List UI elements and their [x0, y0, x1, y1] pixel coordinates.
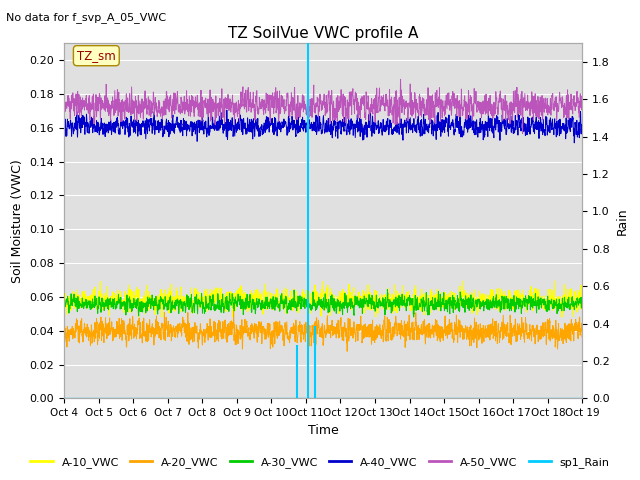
Legend: A-10_VWC, A-20_VWC, A-30_VWC, A-40_VWC, A-50_VWC, sp1_Rain: A-10_VWC, A-20_VWC, A-30_VWC, A-40_VWC, … — [26, 452, 614, 472]
X-axis label: Time: Time — [308, 424, 339, 437]
Y-axis label: Rain: Rain — [616, 207, 628, 235]
Text: TZ_sm: TZ_sm — [77, 49, 116, 62]
Y-axis label: Soil Moisture (VWC): Soil Moisture (VWC) — [11, 159, 24, 283]
Title: TZ SoilVue VWC profile A: TZ SoilVue VWC profile A — [228, 25, 419, 41]
Text: No data for f_svp_A_05_VWC: No data for f_svp_A_05_VWC — [6, 12, 166, 23]
